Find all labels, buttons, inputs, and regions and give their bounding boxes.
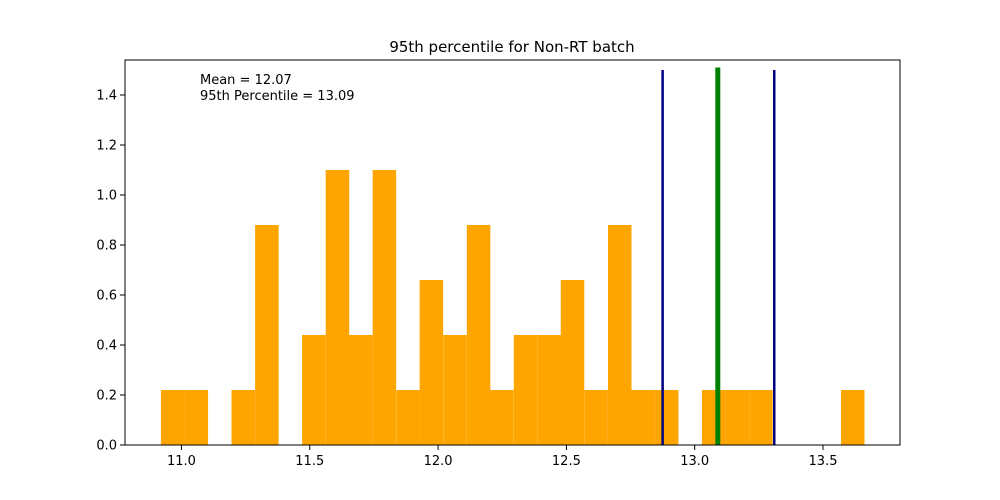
histogram-bar-12 [490,390,514,445]
y-tick-label-2: 0.4 [96,339,117,354]
y-tick-label-5: 1.0 [96,189,117,204]
histogram-bar-16 [584,390,608,445]
histogram-bar-7 [372,170,397,445]
y-tick-label-4: 0.8 [96,239,117,254]
x-tick-label-2: 12.0 [424,454,453,469]
histogram-bar-21 [725,390,750,445]
bars-group [160,170,865,445]
histogram-bar-20 [701,390,726,445]
histogram-bar-14 [537,335,561,445]
histogram-bar-23 [840,390,865,445]
histogram-bar-11 [466,225,491,445]
x-tick-label-4: 13.0 [680,454,709,469]
x-tick-label-5: 13.5 [809,454,838,469]
x-tick-label-1: 11.5 [295,454,324,469]
histogram-bar-5 [325,170,350,445]
histogram-bar-9 [419,280,444,445]
y-tick-label-3: 0.6 [96,289,117,304]
histogram-bar-17 [607,225,632,445]
annotation-percentile: 95th Percentile = 13.09 [200,89,355,104]
histogram-bar-2 [231,390,256,445]
plot-frame [124,59,901,446]
histogram-bar-22 [749,390,773,445]
x-axis: 11.0 11.5 12.0 12.5 13.0 13.5 [167,445,838,469]
histogram-bar-4 [302,335,326,445]
histogram-bar-15 [560,280,585,445]
y-tick-label-0: 0.0 [96,439,117,454]
histogram-bar-10 [443,335,467,445]
y-tick-label-1: 0.2 [96,389,117,404]
y-tick-label-6: 1.2 [96,139,117,154]
histogram-bar-18 [631,390,655,445]
histogram-bar-1 [184,390,209,445]
histogram-bar-0 [160,390,185,445]
histogram-bar-13 [513,335,538,445]
histogram-bar-8 [396,390,420,445]
x-tick-label-3: 12.5 [552,454,581,469]
x-tick-label-0: 11.0 [167,454,196,469]
y-axis: 0.0 0.2 0.4 0.6 0.8 1.0 1.2 1.4 [96,89,125,454]
histogram-bar-3 [255,225,279,445]
annotation-mean: Mean = 12.07 [200,73,292,88]
y-tick-label-7: 1.4 [96,89,117,104]
vertical-lines-group [661,67,776,445]
histogram-bar-6 [349,335,373,445]
histogram-bar-19 [654,390,679,445]
chart-title: 95th percentile for Non-RT batch [389,38,634,56]
